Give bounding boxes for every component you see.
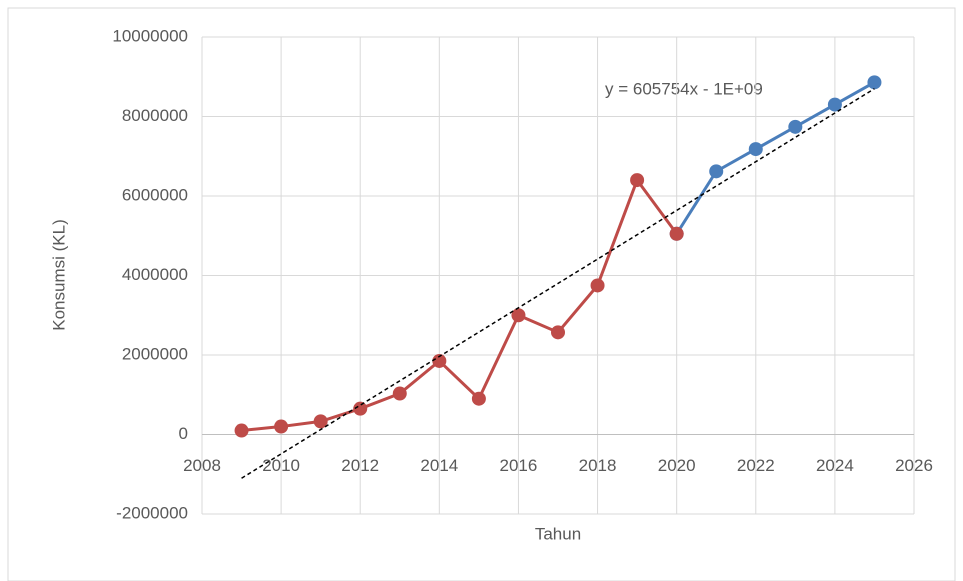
y-tick-label: -2000000 bbox=[116, 503, 188, 522]
x-tick-label: 2022 bbox=[737, 456, 775, 475]
x-tick-label: 2024 bbox=[816, 456, 854, 475]
data-point bbox=[709, 164, 724, 179]
y-tick-label: 8000000 bbox=[122, 106, 188, 125]
data-point bbox=[274, 419, 289, 434]
data-point bbox=[471, 391, 486, 406]
data-point bbox=[867, 75, 882, 90]
data-point bbox=[827, 97, 842, 112]
x-tick-label: 2018 bbox=[579, 456, 617, 475]
chart-border bbox=[7, 7, 956, 581]
data-point bbox=[551, 325, 565, 340]
y-tick-label: 0 bbox=[179, 424, 188, 443]
series-line bbox=[675, 81, 876, 235]
x-tick-label: 2010 bbox=[262, 456, 300, 475]
data-point bbox=[313, 414, 328, 429]
y-tick-label: 2000000 bbox=[122, 344, 188, 363]
x-tick-label: 2020 bbox=[658, 456, 696, 475]
data-point bbox=[511, 308, 526, 323]
y-tick-label: 10000000 bbox=[112, 26, 188, 45]
y-tick-label: 6000000 bbox=[122, 185, 188, 204]
x-tick-label: 2016 bbox=[500, 456, 538, 475]
x-tick-label: 2014 bbox=[420, 456, 458, 475]
x-tick-label: 2012 bbox=[341, 456, 379, 475]
data-point bbox=[432, 353, 447, 368]
data-point bbox=[590, 278, 605, 293]
trendline-equation: y = 605754x - 1E+09 bbox=[605, 79, 763, 98]
data-point bbox=[392, 386, 407, 401]
trendline bbox=[241, 88, 875, 479]
data-point bbox=[788, 119, 803, 134]
x-tick-label: 2008 bbox=[183, 456, 221, 475]
data-point bbox=[630, 173, 645, 188]
data-point bbox=[669, 226, 684, 241]
x-tick-label: 2026 bbox=[895, 456, 933, 475]
y-axis-title: Konsumsi (KL) bbox=[49, 219, 68, 330]
data-point bbox=[234, 423, 249, 438]
y-tick-label: 4000000 bbox=[122, 265, 188, 284]
data-point bbox=[353, 401, 368, 416]
x-axis-title: Tahun bbox=[535, 524, 581, 543]
data-point bbox=[748, 142, 763, 157]
